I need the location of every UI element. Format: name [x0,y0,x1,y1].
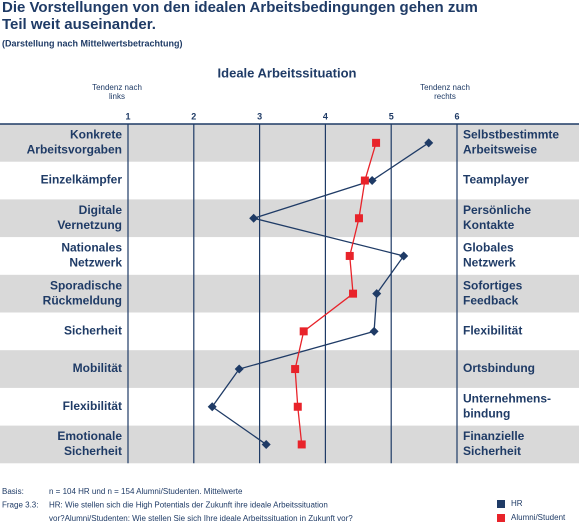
right-label: bindung [463,406,510,420]
footnote: HR: Wie stellen sich die High Potentials… [49,501,328,510]
left-label: Mobilität [73,361,122,375]
right-label: Sofortiges [463,278,523,292]
right-label: Teamplayer [463,173,529,187]
right-label: Globales [463,241,514,255]
right-label: Netzwerk [463,256,516,270]
marker [291,365,300,374]
right-label: Persönliche [463,203,531,217]
marker [367,176,377,186]
right-label: Finanzielle [463,429,525,443]
right-label: Selbstbestimmte [463,128,559,142]
footnote: vor?Alumni/Studenten: Wie stellen Sie si… [49,514,353,523]
marker [399,251,409,261]
marker [234,364,244,374]
marker [345,251,354,260]
left-label: Sicherheit [64,324,122,338]
marker [299,327,308,336]
subtitle: (Darstellung nach Mittelwertsbetrachtung… [2,38,183,48]
left-label: Flexibilität [63,399,122,413]
chart-title: Ideale Arbeitssituation [218,65,357,80]
marker [424,138,434,148]
footnote-key: Frage 3.3: [2,501,38,510]
right-label: Feedback [463,293,519,307]
title: Teil weit auseinander. [2,16,156,33]
right-label: Kontakte [463,218,515,232]
left-label: Netzwerk [69,256,122,270]
left-label: Digitale [79,203,123,217]
legend-label: Alumni/Student [511,513,566,522]
right-label: Arbeitsweise [463,143,537,157]
marker [293,402,302,411]
row-band [0,199,579,238]
x-tick-label: 6 [454,111,459,121]
tendency-left: Tendenz nach [92,83,142,92]
left-label: Vernetzung [57,218,122,232]
row-band [0,350,579,388]
legend-label: HR [511,499,523,508]
marker [261,439,271,449]
marker [349,289,358,298]
tendency-left: links [109,92,125,101]
right-label: Flexibilität [463,324,522,338]
right-label: Ortsbindung [463,361,535,375]
row-band [0,425,579,464]
left-label: Sicherheit [64,444,122,458]
marker [369,326,379,336]
marker [360,176,369,185]
x-tick-label: 5 [389,111,394,121]
left-label: Einzelkämpfer [41,173,123,187]
tendency-right: Tendenz nach [420,83,470,92]
x-tick-label: 3 [257,111,262,121]
tendency-right: rechts [434,92,456,101]
left-label: Nationales [61,241,122,255]
footnote: n = 104 HR und n = 154 Alumni/Studenten.… [49,487,243,496]
marker [354,214,363,223]
left-label: Rückmeldung [43,293,122,307]
marker [297,440,306,449]
row-band [0,124,579,162]
footnote-key: Basis: [2,487,24,496]
row-band [0,274,579,313]
left-label: Emotionale [57,429,122,443]
legend-swatch [497,500,505,508]
right-label: Sicherheit [463,444,521,458]
left-label: Sporadische [50,278,122,292]
left-label: Arbeitsvorgaben [27,143,122,157]
marker [372,289,382,299]
x-tick-label: 2 [191,111,196,121]
marker [207,402,217,412]
right-label: Unternehmens- [463,391,551,405]
left-label: Konkrete [70,128,122,142]
x-tick-label: 4 [323,111,328,121]
x-tick-label: 1 [125,111,130,121]
marker [249,213,259,223]
title: Die Vorstellungen von den idealen Arbeit… [2,0,478,16]
legend-swatch [497,514,505,522]
marker [372,138,381,147]
